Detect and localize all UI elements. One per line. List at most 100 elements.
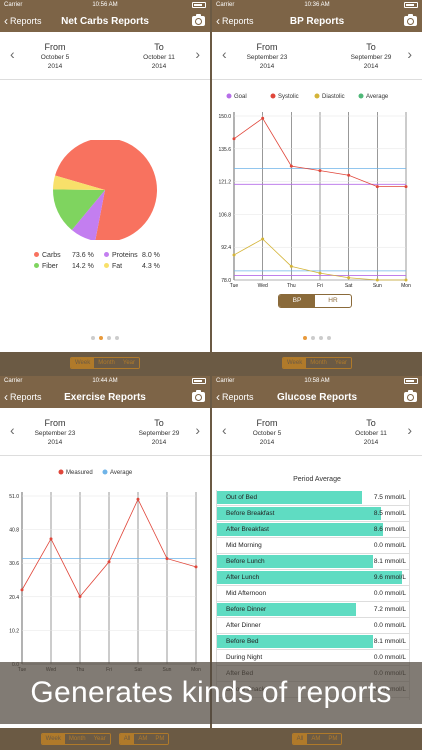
legend-swatch — [314, 93, 320, 99]
glucose-row[interactable]: Before Lunch 8.1 mmol/L — [216, 554, 410, 570]
row-label: Before Breakfast — [226, 510, 275, 517]
next-period-button[interactable]: › — [195, 46, 200, 62]
next-period-button[interactable]: › — [407, 422, 412, 438]
page-dot[interactable] — [107, 336, 111, 340]
row-value: 0.0 mmol/L — [373, 590, 406, 597]
y-tick-label: 135.6 — [218, 147, 231, 153]
segment-control: All AM PM — [118, 733, 170, 745]
to-year-value: 2014 — [151, 63, 167, 70]
toggle-hr[interactable]: HR — [328, 297, 338, 304]
camera-icon[interactable] — [192, 14, 205, 26]
to-date-value: September 29 — [350, 54, 392, 61]
to-date[interactable]: To October 11 2014 — [124, 42, 194, 70]
legend-swatch — [102, 469, 108, 475]
legend-swatch — [104, 252, 109, 257]
glucose-row[interactable]: Mid Morning 0.0 mmol/L — [216, 538, 410, 554]
segment-year[interactable]: Year — [118, 358, 140, 368]
from-date[interactable]: From September 23 2014 — [20, 418, 90, 446]
glucose-row[interactable]: After Breakfast 8.6 mmol/L — [216, 522, 410, 538]
segment-am[interactable]: AM — [134, 734, 152, 744]
page-dot[interactable] — [115, 336, 119, 340]
from-date-value: September 23 — [34, 430, 76, 437]
segment-all[interactable]: All — [119, 734, 135, 744]
next-period-button[interactable]: › — [195, 422, 200, 438]
camera-icon[interactable] — [192, 390, 205, 402]
data-point — [289, 264, 293, 268]
glucose-row[interactable]: Out of Bed 7.5 mmol/L — [216, 490, 410, 506]
legend-swatch — [58, 469, 64, 475]
page-dot[interactable] — [311, 336, 315, 340]
row-value: 8.1 mmol/L — [373, 558, 406, 565]
back-button[interactable]: ‹ Reports — [4, 10, 42, 32]
next-period-button[interactable]: › — [407, 46, 412, 62]
segment-control: All AM PM — [291, 733, 343, 745]
y-tick-label: 40.8 — [9, 528, 19, 534]
status-bar: Carrier 10:58 AM — [212, 376, 422, 386]
to-date[interactable]: To September 29 2014 — [336, 42, 406, 70]
from-date[interactable]: From October 5 2014 — [232, 418, 302, 446]
prev-period-button[interactable]: ‹ — [10, 422, 15, 438]
legend-name: Carbs — [42, 252, 61, 259]
pie-slice-carbs — [55, 140, 157, 240]
glucose-row[interactable]: After Dinner 0.0 mmol/L — [216, 618, 410, 634]
pie-slice-fat — [53, 175, 105, 190]
back-button[interactable]: ‹ Reports — [216, 386, 254, 408]
glucose-row[interactable]: Before Breakfast 8.5 mmol/L — [216, 506, 410, 522]
segment-year[interactable]: Year — [330, 358, 352, 368]
data-point — [404, 278, 408, 282]
page-dot[interactable] — [303, 336, 307, 340]
prev-period-button[interactable]: ‹ — [222, 46, 227, 62]
segment-year[interactable]: Year — [89, 734, 110, 744]
segment-all[interactable]: All — [292, 734, 308, 744]
prev-period-button[interactable]: ‹ — [10, 46, 15, 62]
to-year-value: 2014 — [151, 439, 167, 446]
to-date[interactable]: To September 29 2014 — [124, 418, 194, 446]
to-date[interactable]: To October 11 2014 — [336, 418, 406, 446]
glucose-row[interactable]: Before Dinner 7.2 mmol/L — [216, 602, 410, 618]
y-tick-label: 10.2 — [9, 628, 19, 634]
page-dot[interactable] — [319, 336, 323, 340]
segment-control: Week Month Year — [40, 733, 111, 745]
back-button[interactable]: ‹ Reports — [4, 386, 42, 408]
data-point — [261, 116, 265, 120]
line-chart: MeasuredAverageTueWedThuFriSatSunMon51.0… — [9, 469, 201, 673]
segment-week[interactable]: Week — [70, 358, 95, 368]
segment-month[interactable]: Month — [94, 358, 119, 368]
value-bar — [216, 491, 362, 504]
page-dot[interactable] — [327, 336, 331, 340]
carrier-label: Carrier — [216, 2, 235, 8]
back-label: Reports — [10, 392, 42, 402]
status-time: 10:56 AM — [92, 2, 118, 8]
segment-am[interactable]: AM — [307, 734, 325, 744]
segment-pm[interactable]: PM — [151, 734, 169, 744]
segment-month[interactable]: Month — [64, 734, 90, 744]
legend-value: 4.3 % — [142, 263, 160, 270]
camera-icon[interactable] — [404, 14, 417, 26]
from-label: From — [256, 42, 278, 52]
from-date[interactable]: From September 23 2014 — [232, 42, 302, 70]
data-point — [318, 271, 322, 275]
glucose-row[interactable]: After Lunch 9.6 mmol/L — [216, 570, 410, 586]
from-date[interactable]: From October 5 2014 — [20, 42, 90, 70]
row-value: 7.2 mmol/L — [373, 606, 406, 613]
row-value: 8.6 mmol/L — [373, 526, 406, 533]
segment-week[interactable]: Week — [41, 734, 65, 744]
chevron-left-icon: ‹ — [216, 390, 220, 404]
segment-week[interactable]: Week — [282, 358, 307, 368]
legend-item-carbs: Carbs 73.6 % — [34, 252, 104, 259]
value-bar — [216, 571, 403, 584]
prev-period-button[interactable]: ‹ — [222, 422, 227, 438]
glucose-row[interactable]: Mid Afternoon 0.0 mmol/L — [216, 586, 410, 602]
value-bar — [216, 603, 356, 616]
segment-pm[interactable]: PM — [324, 734, 342, 744]
camera-icon[interactable] — [404, 390, 417, 402]
page-dot[interactable] — [99, 336, 103, 340]
segment-month[interactable]: Month — [306, 358, 331, 368]
toggle-bp[interactable]: BP — [279, 295, 315, 307]
line-chart: Goal Systolic Diastolic Average Tue Wed Thu Fri… — [218, 93, 411, 289]
legend-swatch — [34, 263, 39, 268]
back-button[interactable]: ‹ Reports — [216, 10, 254, 32]
carrier-label: Carrier — [4, 378, 23, 384]
page-dot[interactable] — [91, 336, 95, 340]
glucose-row[interactable]: Before Bed 8.1 mmol/L — [216, 634, 410, 650]
